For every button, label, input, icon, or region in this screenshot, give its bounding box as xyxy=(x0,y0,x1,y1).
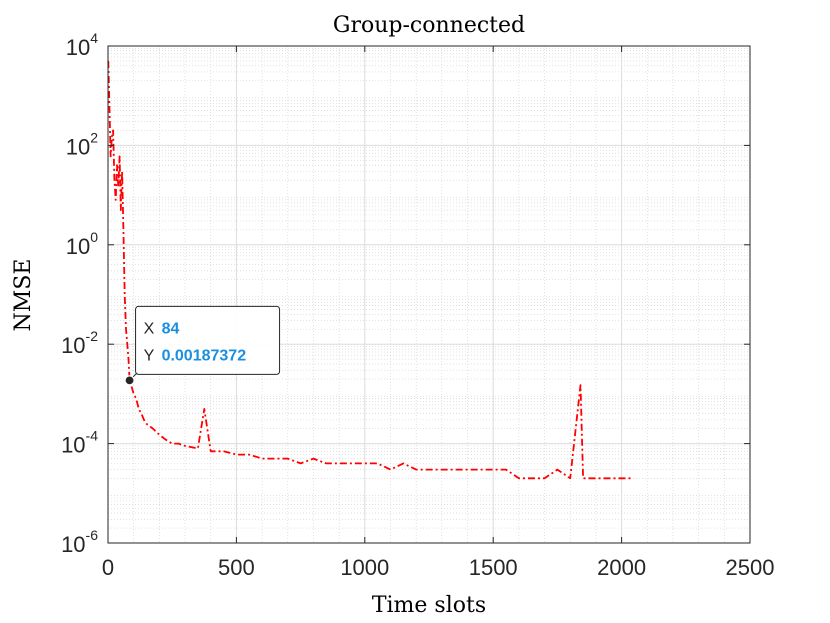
data-tip[interactable]: X 84 Y 0.00187372 xyxy=(124,305,281,386)
data-tip-y-value: 0.00187372 xyxy=(162,347,247,364)
data-tip-y-key: Y xyxy=(144,347,155,364)
x-tick-label: 2000 xyxy=(597,555,646,580)
y-tick-label: 10-2 xyxy=(61,328,98,358)
x-tick-label: 500 xyxy=(218,555,255,580)
data-tip-box xyxy=(135,305,281,375)
axes-box xyxy=(107,45,751,544)
series-layer xyxy=(107,60,632,480)
chart-title: Group-connected xyxy=(333,13,525,38)
y-tick-label: 10-4 xyxy=(61,428,98,458)
y-tick-label: 10-6 xyxy=(61,527,98,557)
x-tick-label: 1500 xyxy=(469,555,518,580)
x-axis-label: Time slots xyxy=(372,593,486,618)
y-tick-label: 102 xyxy=(66,129,98,159)
data-tip-x-value: 84 xyxy=(162,320,180,337)
x-tick-label: 2500 xyxy=(726,555,775,580)
x-tick-label: 0 xyxy=(102,555,114,580)
ticks-layer xyxy=(107,45,751,544)
y-axis-label: NMSE xyxy=(11,259,36,332)
series-line xyxy=(107,60,632,480)
y-tick-label: 100 xyxy=(66,229,98,259)
minor-grid xyxy=(108,46,750,543)
tick-labels: 0 500 1000 1500 2000 2500 10-6 10-4 10-2 100 102 10… xyxy=(61,30,774,580)
plot-area xyxy=(108,46,750,543)
data-tip-x-key: X xyxy=(144,320,155,337)
x-tick-label: 1000 xyxy=(340,555,389,580)
data-tip-marker[interactable] xyxy=(124,375,135,386)
y-tick-label: 104 xyxy=(66,30,98,60)
